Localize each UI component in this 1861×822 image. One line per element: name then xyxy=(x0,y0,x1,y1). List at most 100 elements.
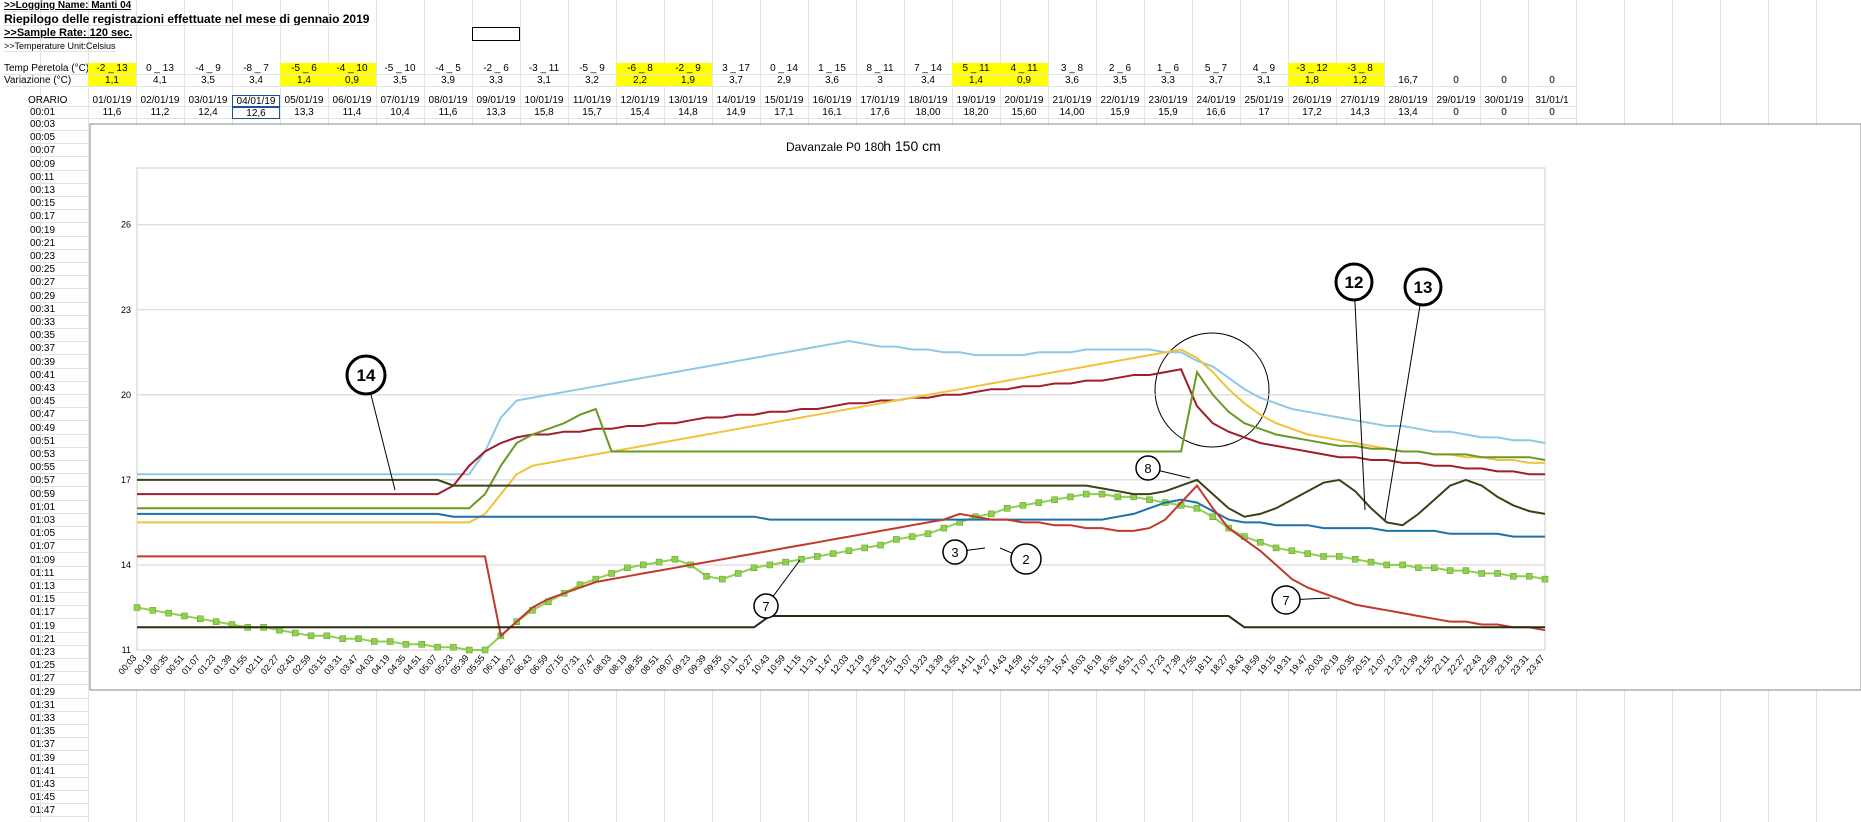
value-cell: 13,4 xyxy=(1384,107,1432,119)
series-marker xyxy=(339,635,346,642)
value-cell: 15,4 xyxy=(616,107,664,119)
value-cell: 15,7 xyxy=(568,107,616,119)
value-cell: 16,6 xyxy=(1192,107,1240,119)
variation-cell: 3,9 xyxy=(424,75,472,87)
variation-cell: 3,7 xyxy=(1192,75,1240,87)
series-marker xyxy=(893,536,900,543)
temp-cell: 7 _ 14 xyxy=(904,63,952,75)
time-cell: 01:07 xyxy=(30,541,88,554)
series-marker xyxy=(1209,513,1217,520)
variation-cell: 1,8 xyxy=(1288,75,1336,87)
value-cell: 14,3 xyxy=(1336,107,1384,119)
annotation-leader xyxy=(1354,299,1366,511)
series-line xyxy=(137,368,1545,496)
highlight-circle xyxy=(1154,332,1270,448)
series-marker xyxy=(355,635,362,642)
value-cell: 15,60 xyxy=(1000,107,1048,119)
series-marker xyxy=(1399,561,1406,569)
series-marker xyxy=(133,604,141,611)
series-marker xyxy=(1351,556,1359,563)
series-marker xyxy=(212,618,220,625)
series-line xyxy=(137,478,1546,527)
date-cell: 13/01/19 xyxy=(664,95,712,107)
time-cell: 00:51 xyxy=(30,436,88,448)
series-marker xyxy=(988,510,995,518)
temp-cell: -4 _ 9 xyxy=(184,63,232,75)
variation-cell: 16,7 xyxy=(1384,75,1432,87)
date-cell: 09/01/19 xyxy=(472,95,520,107)
time-cell: 00:29 xyxy=(30,291,88,303)
date-cell: 06/01/19 xyxy=(328,95,376,107)
variation-cell: 3,3 xyxy=(1144,75,1192,87)
value-cell: 0 xyxy=(1480,107,1528,119)
series-marker xyxy=(1336,553,1343,560)
series-marker xyxy=(1114,493,1122,501)
time-cell: 01:03 xyxy=(30,515,88,527)
series-marker xyxy=(418,641,426,648)
variation-cell: 3,5 xyxy=(1096,75,1144,87)
annotation-circle xyxy=(1010,543,1042,575)
series-line xyxy=(137,348,1545,524)
date-cell: 18/01/19 xyxy=(904,95,952,107)
date-cell: 20/01/19 xyxy=(1000,95,1048,107)
time-cell: 00:41 xyxy=(30,370,88,382)
value-cell: 17,6 xyxy=(856,107,904,119)
value-cell: 16,1 xyxy=(808,107,856,119)
series-marker xyxy=(1082,490,1090,498)
series-marker xyxy=(1035,499,1043,506)
variation-cell: 3,5 xyxy=(184,75,232,87)
time-cell: 01:15 xyxy=(30,594,88,607)
series-marker xyxy=(829,550,837,557)
series-line xyxy=(137,615,1545,629)
variation-cell: 0 xyxy=(1432,75,1480,87)
time-cell: 00:37 xyxy=(30,343,88,356)
value-cell: 11,6 xyxy=(88,107,136,119)
value-cell: 15,8 xyxy=(520,107,568,119)
time-cell: 01:05 xyxy=(30,528,88,541)
annotation-label: 13 xyxy=(1414,278,1433,297)
time-cell: 01:23 xyxy=(30,647,88,659)
series-line xyxy=(137,498,1545,538)
temp-cell: 1 _ 6 xyxy=(1144,63,1192,75)
series-marker xyxy=(1304,550,1311,557)
time-cell: 00:35 xyxy=(30,330,88,343)
time-cell: 00:19 xyxy=(30,225,88,237)
series-marker xyxy=(1051,496,1058,503)
temp-cell: 4 _ 11 xyxy=(1000,63,1048,75)
time-cell: 00:39 xyxy=(30,357,88,369)
time-cell: 00:59 xyxy=(30,489,88,501)
series-marker xyxy=(1431,564,1438,572)
time-cell: 00:07 xyxy=(30,145,88,158)
series-marker xyxy=(1019,502,1027,509)
time-cell: 01:25 xyxy=(30,660,88,673)
annotation-leader xyxy=(999,547,1013,554)
series-marker xyxy=(624,564,631,572)
series-marker xyxy=(719,575,726,583)
time-cell: 01:41 xyxy=(30,766,88,778)
variation-cell: 1,2 xyxy=(1336,75,1384,87)
y-tick-label: 11 xyxy=(122,645,131,655)
chart-subtitle: h 150 cm xyxy=(883,138,941,154)
logging-name: >>Logging Name: Manti 04 xyxy=(4,0,132,12)
date-cell: 22/01/19 xyxy=(1096,95,1144,107)
date-cell: 28/01/19 xyxy=(1384,95,1432,107)
temp-cell: -4 _ 10 xyxy=(328,63,376,75)
date-cell: 26/01/19 xyxy=(1288,95,1336,107)
series-marker xyxy=(307,632,315,640)
y-tick-label: 23 xyxy=(121,305,131,315)
series-marker xyxy=(1256,539,1264,546)
date-cell: 29/01/19 xyxy=(1432,95,1480,107)
y-tick-label: 14 xyxy=(121,560,131,570)
variation-cell: 1,4 xyxy=(280,75,328,87)
y-tick-label: 20 xyxy=(121,390,131,400)
series-marker xyxy=(924,530,932,538)
series-marker xyxy=(782,558,789,566)
series-marker xyxy=(1510,573,1517,580)
temperature-unit: >>Temperature Unit:Celsius xyxy=(4,41,116,52)
selected-cell xyxy=(472,27,520,41)
series-marker xyxy=(734,570,742,577)
annotation-leader xyxy=(1384,304,1421,521)
variation-cell: 0,9 xyxy=(328,75,376,87)
series-marker xyxy=(323,632,331,640)
variation-cell: 3,1 xyxy=(1240,75,1288,87)
